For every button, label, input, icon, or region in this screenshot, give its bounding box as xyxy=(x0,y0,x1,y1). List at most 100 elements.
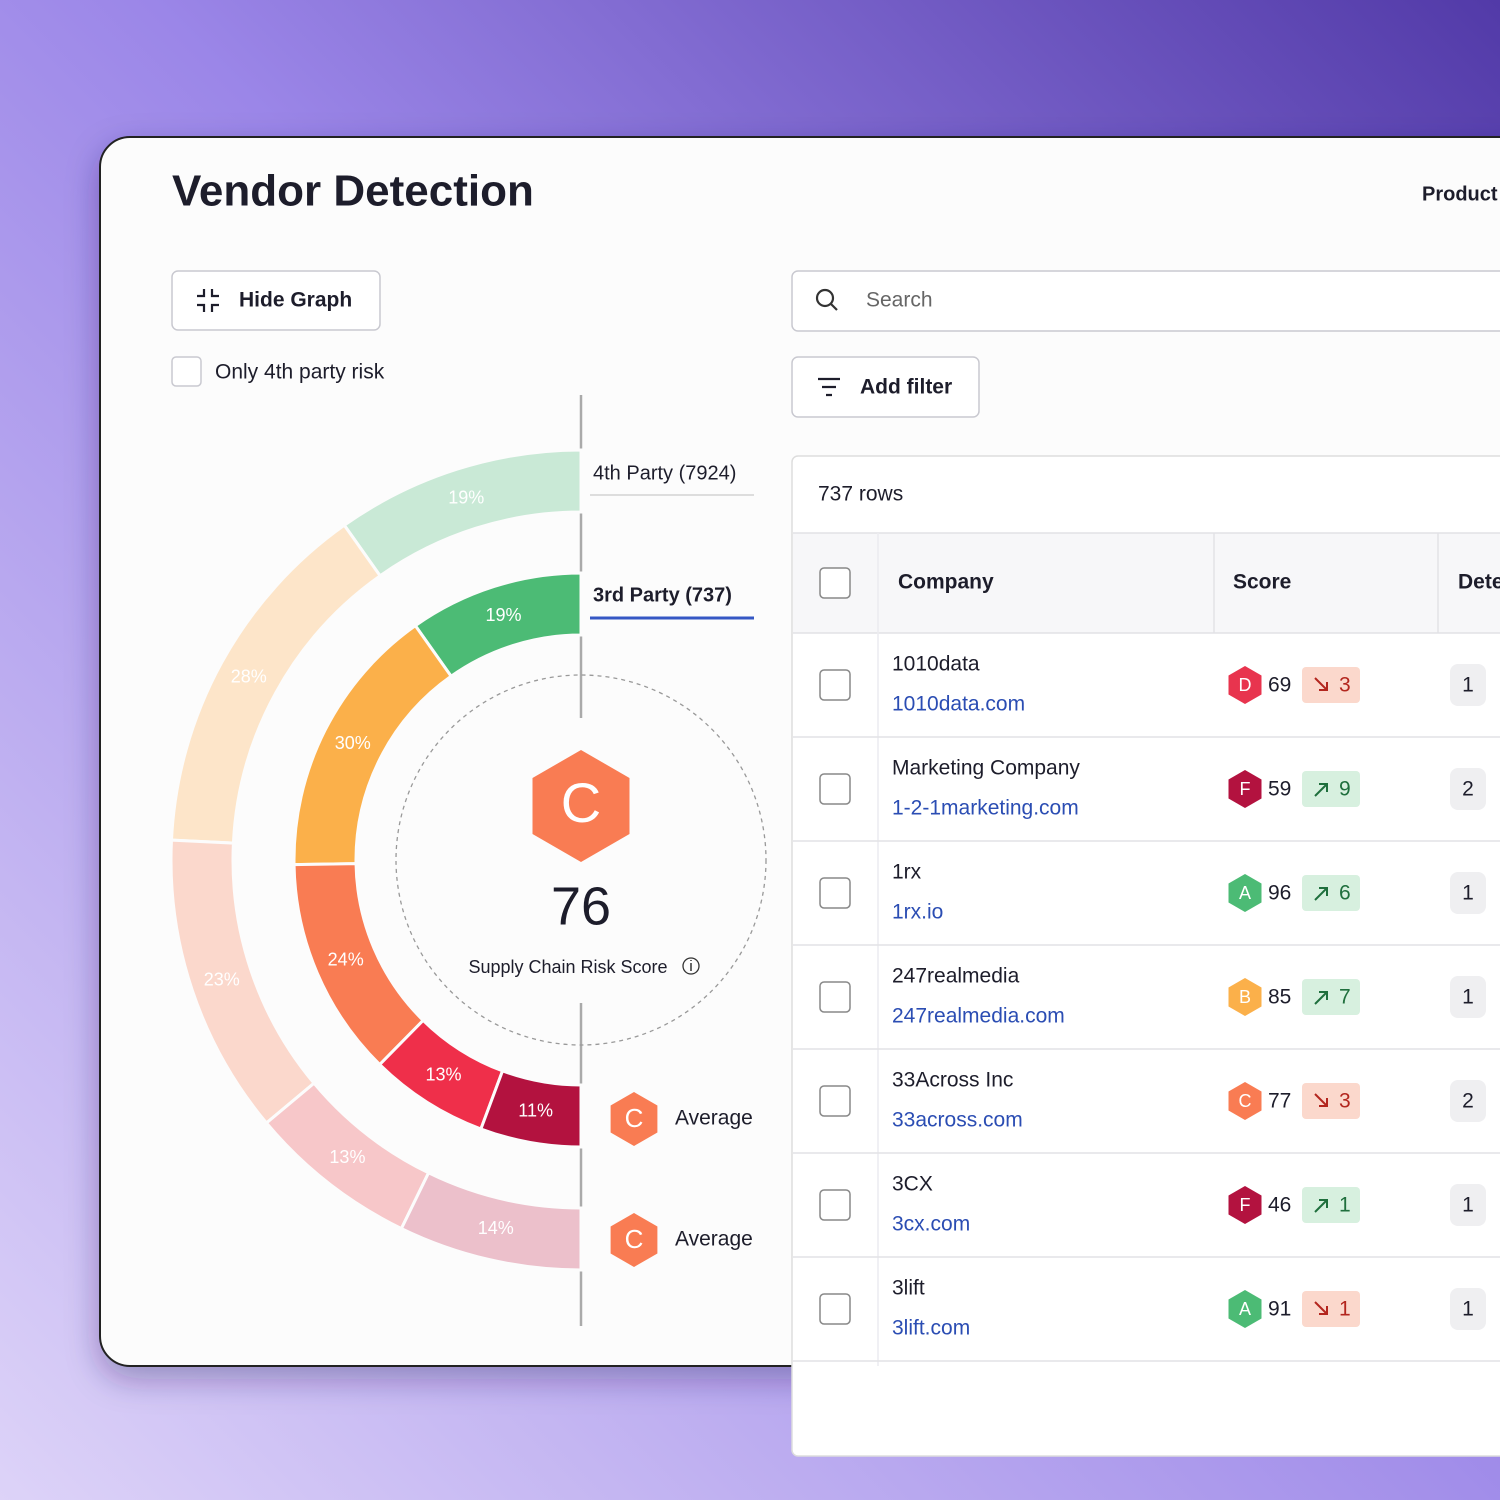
count-badge xyxy=(1450,664,1486,706)
detections: 2 xyxy=(1462,778,1474,801)
data-label: 19% xyxy=(448,488,484,508)
checkbox[interactable] xyxy=(171,356,202,387)
column-header[interactable]: Dete xyxy=(1458,571,1500,594)
company-name: Marketing Company xyxy=(892,757,1080,780)
add-filter-button[interactable] xyxy=(791,356,980,418)
company-domain[interactable]: 1rx.io xyxy=(892,901,943,924)
search-icon xyxy=(815,288,835,308)
company-domain[interactable]: 247realmedia.com xyxy=(892,1005,1065,1028)
grade-badge xyxy=(610,1213,658,1267)
score: 77 xyxy=(1268,1090,1291,1113)
trend-value: 7 xyxy=(1339,986,1351,1009)
column-header[interactable]: Company xyxy=(898,571,994,594)
count-badge xyxy=(1450,1080,1486,1122)
detections: 1 xyxy=(1462,1298,1474,1321)
score: 96 xyxy=(1268,882,1291,905)
grade-badge xyxy=(1228,1186,1262,1224)
ring-segment[interactable] xyxy=(478,1068,583,1149)
count-badge xyxy=(1450,872,1486,914)
grade-letter: C xyxy=(625,1103,644,1133)
data-label: 13% xyxy=(329,1147,365,1167)
grade-letter: A xyxy=(1239,883,1251,903)
grade-badge xyxy=(1228,1082,1262,1120)
data-label: 28% xyxy=(231,666,267,686)
trend-arrow xyxy=(1314,1093,1328,1107)
checkbox[interactable] xyxy=(819,1293,851,1325)
score: 69 xyxy=(1268,674,1291,697)
trend-value: 1 xyxy=(1339,1194,1351,1217)
trend-arrow xyxy=(1314,783,1328,797)
score: 91 xyxy=(1268,1298,1291,1321)
checkbox[interactable] xyxy=(819,1085,851,1117)
grade-badge xyxy=(1228,770,1262,808)
detections: 1 xyxy=(1462,986,1474,1009)
ring-segment[interactable] xyxy=(399,1170,583,1272)
company-domain[interactable]: 3lift.com xyxy=(892,1317,970,1340)
legend-label: Average xyxy=(675,1228,753,1251)
trend-value: 9 xyxy=(1339,778,1351,801)
score: 59 xyxy=(1268,778,1291,801)
trend-value: 1 xyxy=(1339,1298,1351,1321)
trend-badge xyxy=(1302,979,1360,1015)
checkbox[interactable] xyxy=(819,773,851,805)
grade-letter: F xyxy=(1240,1195,1251,1215)
trend-arrow xyxy=(1314,1301,1328,1315)
trend-value: 3 xyxy=(1339,674,1351,697)
trend-arrow xyxy=(1314,887,1328,901)
trend-badge xyxy=(1302,875,1360,911)
count-badge xyxy=(1450,768,1486,810)
trend-badge xyxy=(1302,771,1360,807)
checkbox[interactable] xyxy=(819,669,851,701)
company-name: 1rx xyxy=(892,861,922,884)
count-badge xyxy=(1450,1288,1486,1330)
trend-badge xyxy=(1302,667,1360,703)
company-domain[interactable]: 1010data.com xyxy=(892,693,1025,716)
hide-graph-button[interactable] xyxy=(171,270,381,331)
collapse-icon xyxy=(197,289,219,312)
checkbox[interactable] xyxy=(819,1189,851,1221)
score: 85 xyxy=(1268,986,1291,1009)
data-label: 11% xyxy=(518,1101,553,1121)
grade-badge xyxy=(1228,874,1262,912)
button-label: Hide Graph xyxy=(239,289,352,312)
company-domain[interactable]: 1-2-1marketing.com xyxy=(892,797,1079,820)
grade-letter: A xyxy=(1239,1299,1251,1319)
score-label: Supply Chain Risk Score xyxy=(468,957,667,977)
checkbox[interactable] xyxy=(819,567,851,599)
search-box[interactable] xyxy=(791,270,1500,332)
grade-badge xyxy=(610,1092,658,1146)
column-header[interactable]: Score xyxy=(1233,571,1291,594)
table-header xyxy=(793,533,1500,633)
page-title: Vendor Detection xyxy=(172,167,534,216)
checkbox[interactable] xyxy=(819,981,851,1013)
score-ring xyxy=(395,674,767,1046)
grade-badge xyxy=(1228,666,1262,704)
grade-letter: D xyxy=(1239,675,1252,695)
grade-badge xyxy=(1228,978,1262,1016)
company-domain[interactable]: 3cx.com xyxy=(892,1213,970,1236)
ring-label[interactable]: 4th Party (7924) xyxy=(593,462,736,484)
trend-badge xyxy=(1302,1187,1360,1223)
grade-letter: C xyxy=(561,771,601,834)
trend-arrow xyxy=(1314,1199,1328,1213)
data-label: 23% xyxy=(204,969,240,989)
trend-value: 3 xyxy=(1339,1090,1351,1113)
grade-letter: B xyxy=(1239,987,1251,1007)
data-label: 30% xyxy=(335,733,371,753)
detections: 1 xyxy=(1462,1194,1474,1217)
company-name: 3lift xyxy=(892,1277,925,1300)
company-domain[interactable]: 33across.com xyxy=(892,1109,1023,1132)
row-count: 737 rows xyxy=(818,483,903,506)
data-label: 19% xyxy=(485,605,521,625)
checkbox[interactable] xyxy=(819,877,851,909)
nav-link[interactable]: Product xyxy=(1422,183,1498,205)
trend-arrow xyxy=(1314,677,1328,691)
ring-label[interactable]: 3rd Party (737) xyxy=(593,584,732,606)
grade-letter: C xyxy=(1239,1091,1252,1111)
trend-badge xyxy=(1302,1291,1360,1327)
info-icon[interactable] xyxy=(682,957,700,975)
checkbox-label: Only 4th party risk xyxy=(215,361,385,384)
grade-letter: C xyxy=(625,1224,644,1254)
